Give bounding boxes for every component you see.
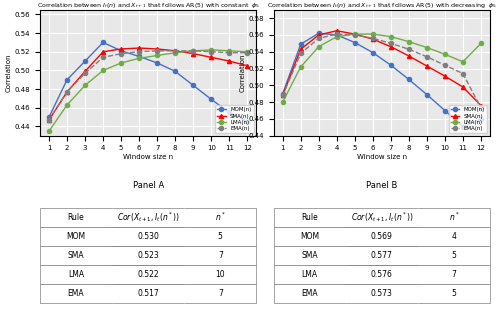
- Legend: MOM(n), SMA(n), LMA(n), EMA(n): MOM(n), SMA(n), LMA(n), EMA(n): [215, 105, 254, 133]
- X-axis label: Window size n: Window size n: [123, 154, 173, 160]
- Y-axis label: Correlation: Correlation: [240, 54, 246, 92]
- Legend: MOM(n), SMA(n), LMA(n), EMA(n): MOM(n), SMA(n), LMA(n), EMA(n): [449, 105, 487, 133]
- X-axis label: Window size n: Window size n: [357, 154, 407, 160]
- Text: Panel B: Panel B: [366, 181, 398, 190]
- Text: Panel A: Panel A: [132, 181, 164, 190]
- Title: Correlation between $I_t(n)$ and $X_{t+1}$ that follows AR(5) with decreasing  $: Correlation between $I_t(n)$ and $X_{t+1…: [266, 1, 497, 10]
- Title: Correlation between $I_t(n)$ and $X_{t+1}$ that follows AR(5) with constant  $\p: Correlation between $I_t(n)$ and $X_{t+1…: [36, 1, 260, 10]
- Y-axis label: Correlation: Correlation: [6, 54, 12, 92]
